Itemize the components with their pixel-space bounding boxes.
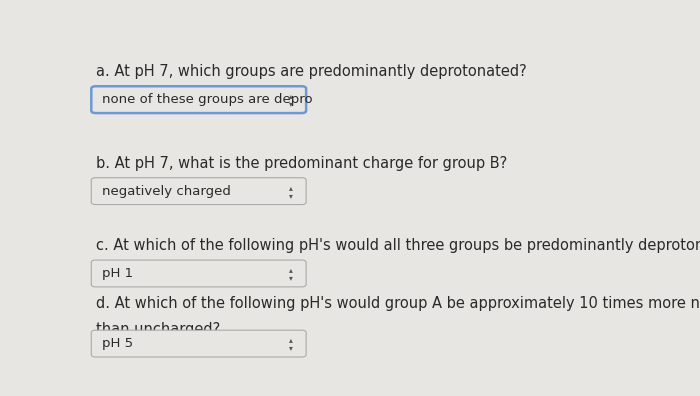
Text: d. At which of the following pH's would group A be approximately 10 times more n: d. At which of the following pH's would … [96,296,700,311]
Text: none of these groups are depro: none of these groups are depro [102,93,313,106]
Text: ▴: ▴ [289,265,293,274]
Text: ▾: ▾ [289,273,293,282]
Text: ▾: ▾ [289,190,293,200]
Text: ▴: ▴ [289,91,293,100]
FancyBboxPatch shape [91,86,306,113]
Text: ▴: ▴ [289,183,293,192]
Text: ▾: ▾ [289,99,293,108]
Text: than uncharged?: than uncharged? [96,322,220,337]
Text: pH 5: pH 5 [102,337,133,350]
Text: pH 1: pH 1 [102,267,133,280]
FancyBboxPatch shape [91,330,306,357]
Text: c. At which of the following pH's would all three groups be predominantly deprot: c. At which of the following pH's would … [96,238,700,253]
Text: a. At pH 7, which groups are predominantly deprotonated?: a. At pH 7, which groups are predominant… [96,64,526,79]
Text: ▴: ▴ [289,335,293,344]
FancyBboxPatch shape [91,178,306,205]
Text: b. At pH 7, what is the predominant charge for group B?: b. At pH 7, what is the predominant char… [96,156,507,171]
Text: negatively charged: negatively charged [102,185,231,198]
Text: ▾: ▾ [289,343,293,352]
FancyBboxPatch shape [91,260,306,287]
